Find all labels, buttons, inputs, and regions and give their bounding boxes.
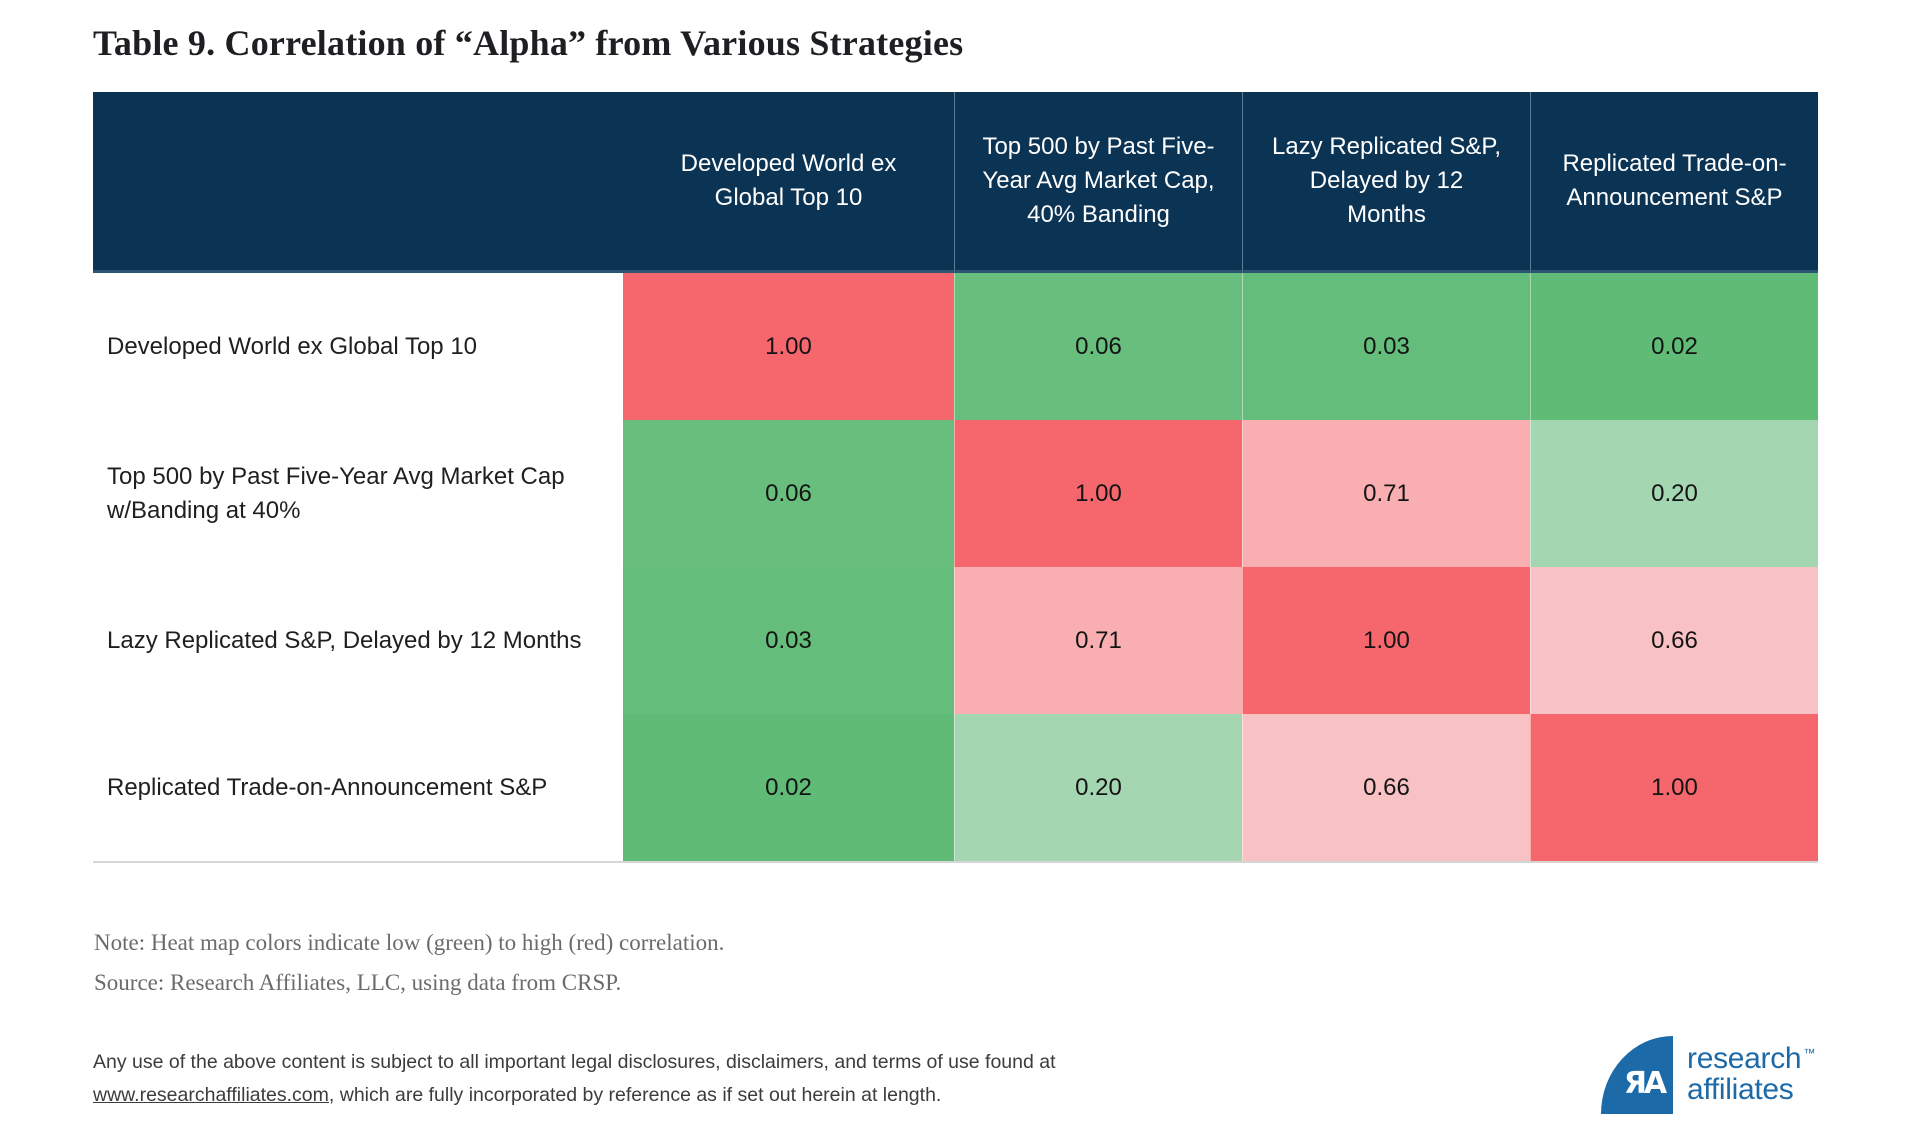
corr-cell-r0c2: 0.03 xyxy=(1242,273,1530,420)
corr-cell-r2c2: 1.00 xyxy=(1242,567,1530,714)
ra-wordmark-research: research xyxy=(1687,1042,1802,1075)
row-label-3: Replicated Trade-on-Announcement S&P xyxy=(93,714,623,861)
page-title: Table 9. Correlation of “Alpha” from Var… xyxy=(93,23,964,63)
ra-monogram: ЯA xyxy=(1623,1065,1667,1101)
corr-cell-r3c3: 1.00 xyxy=(1530,714,1818,861)
legal-line-1: Any use of the above content is subject … xyxy=(93,1046,1056,1079)
corr-cell-r1c0: 0.06 xyxy=(623,420,954,567)
corr-cell-r0c3: 0.02 xyxy=(1530,273,1818,420)
row-label-1: Top 500 by Past Five-Year Avg Market Cap… xyxy=(93,420,623,567)
legal-text: Any use of the above content is subject … xyxy=(93,1046,1056,1112)
row-label-0: Developed World ex Global Top 10 xyxy=(93,273,623,420)
ra-wordmark-line-2: affiliates xyxy=(1687,1072,1794,1106)
corr-cell-r2c0: 0.03 xyxy=(623,567,954,714)
correlation-table: Developed World ex Global Top 10 Top 500… xyxy=(93,92,1818,863)
corr-cell-r0c1: 0.06 xyxy=(954,273,1242,420)
legal-line-2: www.researchaffiliates.com, which are fu… xyxy=(93,1079,1056,1112)
col-header-1: Top 500 by Past Five-Year Avg Market Cap… xyxy=(954,92,1242,273)
ra-logo-wordmark: research ™ affiliates xyxy=(1687,1042,1816,1106)
corr-cell-r0c0: 1.00 xyxy=(623,273,954,420)
corr-cell-r1c3: 0.20 xyxy=(1530,420,1818,567)
col-header-3: Replicated Trade-on-Announcement S&P xyxy=(1530,92,1818,273)
corr-cell-r3c1: 0.20 xyxy=(954,714,1242,861)
legal-line-1-text: Any use of the above content is subject … xyxy=(93,1051,1056,1073)
legal-link[interactable]: www.researchaffiliates.com xyxy=(93,1084,329,1106)
ra-wordmark-line-1: research ™ xyxy=(1687,1042,1816,1075)
legal-line-2-text: , which are fully incorporated by refere… xyxy=(328,1084,942,1106)
source-text: Source: Research Affiliates, LLC, using … xyxy=(94,970,622,995)
ra-logo-icon: ЯA xyxy=(1601,1036,1673,1114)
note-text: Note: Heat map colors indicate low (gree… xyxy=(94,930,725,955)
corr-cell-r1c1: 1.00 xyxy=(954,420,1242,567)
col-header-2: Lazy Replicated S&P, Delayed by 12 Month… xyxy=(1242,92,1530,273)
research-affiliates-logo: ЯA research ™ affiliates xyxy=(1601,1036,1815,1114)
corr-cell-r3c2: 0.66 xyxy=(1242,714,1530,861)
corr-cell-r1c2: 0.71 xyxy=(1242,420,1530,567)
corr-cell-r3c0: 0.02 xyxy=(623,714,954,861)
row-label-2: Lazy Replicated S&P, Delayed by 12 Month… xyxy=(93,567,623,714)
trademark-symbol: ™ xyxy=(1803,1046,1816,1060)
corr-cell-r2c1: 0.71 xyxy=(954,567,1242,714)
corr-cell-r2c3: 0.66 xyxy=(1530,567,1818,714)
col-header-0: Developed World ex Global Top 10 xyxy=(623,92,954,273)
table-corner-cell xyxy=(93,92,623,273)
